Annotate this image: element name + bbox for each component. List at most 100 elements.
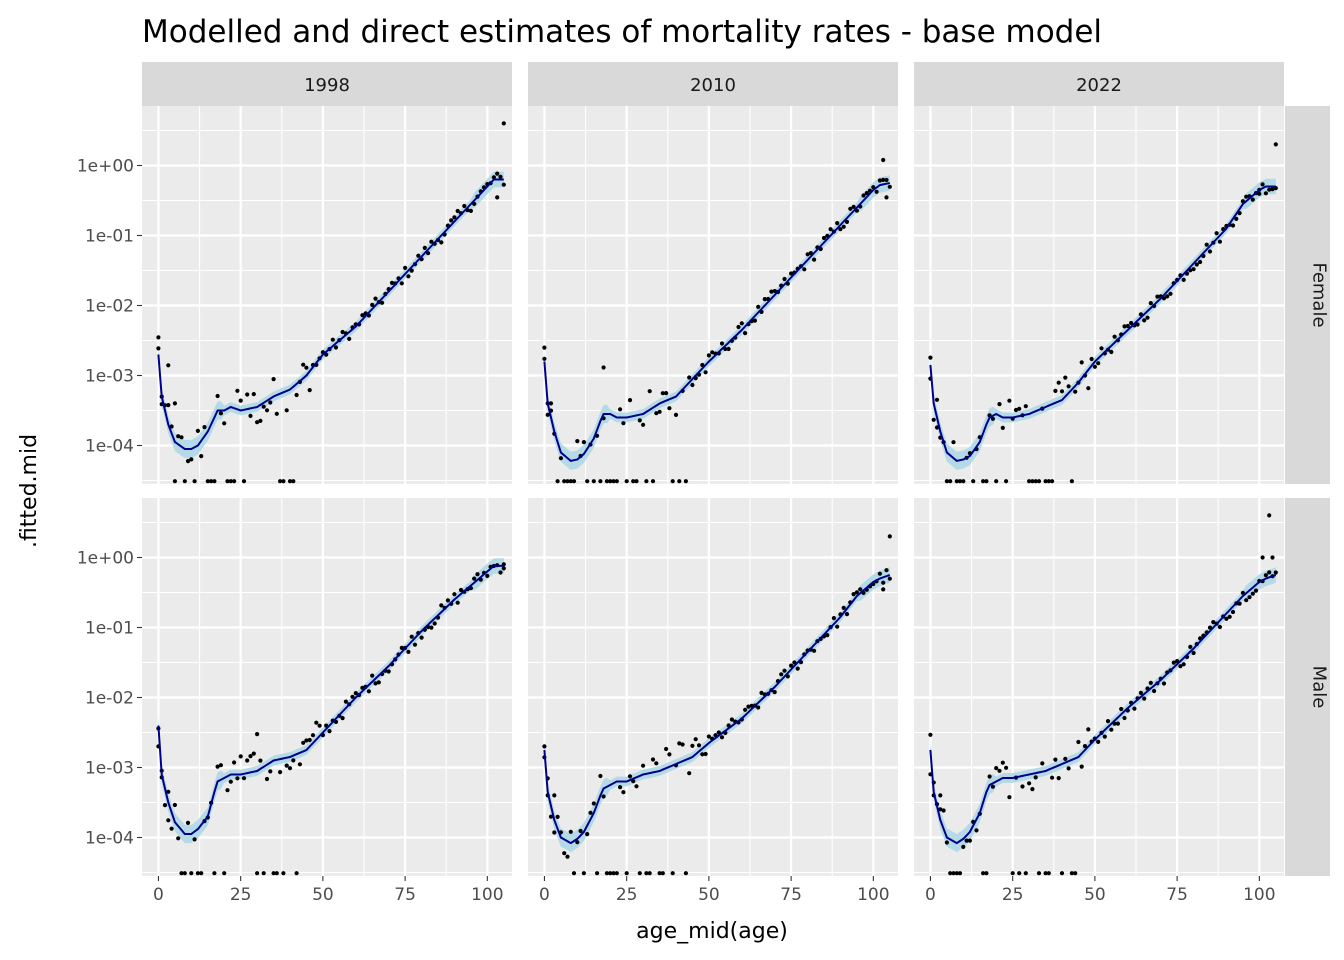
- y-tick-label: 1e-02: [85, 689, 134, 709]
- panel-1998-male: 1e-04 1e-03 1e-02 1e-01 1e+00 0 25 50 75 100: [77, 498, 512, 905]
- uncertainty-ribbon: [158, 558, 504, 844]
- direct-estimate-point: [1168, 291, 1173, 296]
- direct-estimate-point: [1129, 320, 1134, 326]
- direct-estimate-point: [1270, 187, 1275, 192]
- direct-estimate-point: [304, 738, 309, 743]
- direct-estimate-point: [954, 479, 959, 484]
- direct-estimate-point: [333, 345, 339, 350]
- direct-estimate-point: [1109, 727, 1114, 732]
- direct-estimate-point: [990, 416, 996, 421]
- direct-estimate-point: [624, 871, 629, 876]
- direct-estimate-point: [660, 391, 665, 396]
- direct-estimate-point: [821, 235, 827, 241]
- direct-estimate-point: [1207, 249, 1213, 254]
- direct-estimate-point: [644, 479, 649, 484]
- direct-estimate-point: [264, 776, 270, 782]
- direct-estimate-point: [690, 743, 695, 748]
- direct-estimate-point: [805, 252, 810, 257]
- direct-estimate-point: [555, 814, 560, 820]
- direct-estimate-point: [981, 479, 986, 484]
- direct-estimate-point: [637, 418, 642, 423]
- direct-estimate-point: [568, 479, 573, 484]
- direct-estimate-point: [1250, 197, 1255, 202]
- direct-estimate-point: [1036, 871, 1042, 876]
- direct-estimate-point: [1036, 479, 1042, 484]
- direct-estimate-point: [403, 265, 408, 270]
- direct-estimate-point: [987, 774, 992, 779]
- direct-estimate-point: [667, 406, 672, 411]
- direct-estimate-point: [235, 388, 240, 393]
- direct-estimate-point: [1152, 688, 1157, 694]
- direct-estimate-point: [957, 871, 963, 876]
- direct-estimate-point: [261, 404, 266, 409]
- direct-estimate-point: [706, 734, 712, 739]
- direct-estimate-point: [458, 587, 464, 593]
- direct-estimate-point: [562, 479, 567, 484]
- direct-estimate-point: [948, 871, 953, 876]
- direct-estimate-point: [172, 479, 177, 484]
- direct-estimate-point: [1260, 182, 1265, 187]
- direct-estimate-point: [719, 735, 725, 740]
- y-tick-label: 1e-01: [85, 227, 134, 247]
- direct-estimate-point: [353, 691, 358, 696]
- y-tick-label: 1e-01: [85, 619, 134, 639]
- fitted-line: [929, 185, 1276, 462]
- direct-estimate-point: [281, 871, 286, 876]
- direct-estimate-point: [330, 337, 335, 342]
- x-tick-label: 0: [153, 885, 164, 905]
- direct-estimate-point: [841, 605, 846, 611]
- direct-estimate-point: [1109, 349, 1114, 355]
- direct-estimate-point: [455, 600, 460, 605]
- x-tick-label: 0: [925, 885, 936, 905]
- direct-estimate-point: [189, 457, 194, 462]
- direct-estimate-point: [861, 193, 866, 198]
- fitted-line: [157, 178, 504, 450]
- direct-estimate-point: [1043, 479, 1048, 484]
- direct-estimate-point: [650, 757, 656, 762]
- direct-estimate-point: [1214, 231, 1219, 236]
- direct-estimate-point: [1096, 739, 1101, 745]
- direct-estimate-point: [268, 400, 273, 405]
- direct-estimate-point: [370, 302, 375, 307]
- direct-estimate-point: [548, 401, 554, 406]
- direct-estimate-point: [562, 851, 567, 856]
- direct-estimate-point: [281, 479, 286, 484]
- direct-estimate-point: [825, 633, 830, 638]
- direct-estimate-point: [195, 871, 200, 876]
- direct-estimate-point: [179, 871, 184, 876]
- direct-estimate-point: [954, 871, 959, 876]
- direct-estimate-point: [426, 251, 431, 256]
- direct-estimate-point: [1092, 364, 1097, 369]
- direct-estimate-point: [565, 479, 570, 484]
- direct-estimate-point: [1112, 334, 1117, 339]
- direct-estimate-point: [631, 479, 636, 484]
- direct-estimate-point: [327, 729, 332, 734]
- direct-estimate-point: [789, 271, 794, 276]
- direct-estimate-point: [452, 592, 457, 597]
- direct-estimate-point: [719, 341, 725, 346]
- direct-estimate-point: [951, 440, 956, 445]
- direct-estimate-point: [990, 784, 996, 789]
- strip-label-2010: 2010: [690, 75, 736, 96]
- direct-estimate-point: [166, 363, 171, 368]
- direct-estimate-point: [1148, 680, 1153, 686]
- direct-estimate-point: [964, 838, 969, 843]
- direct-estimate-point: [944, 479, 950, 484]
- direct-estimate-point: [696, 743, 702, 748]
- direct-estimate-point: [1230, 609, 1236, 615]
- direct-estimate-point: [241, 776, 247, 781]
- direct-estimate-point: [1244, 194, 1249, 199]
- direct-estimate-point: [485, 573, 490, 579]
- direct-estimate-point: [887, 576, 892, 581]
- direct-estimate-point: [373, 681, 378, 686]
- direct-estimate-point: [585, 479, 590, 484]
- direct-estimate-point: [156, 335, 161, 340]
- direct-estimate-point: [994, 766, 999, 771]
- direct-estimate-point: [1267, 187, 1272, 192]
- direct-estimate-point: [1050, 775, 1055, 780]
- y-tick-label: 1e+00: [77, 549, 134, 569]
- direct-estimate-point: [838, 227, 843, 232]
- y-tick-label: 1e-03: [85, 759, 134, 779]
- y-tick-label: 1e-04: [85, 437, 134, 457]
